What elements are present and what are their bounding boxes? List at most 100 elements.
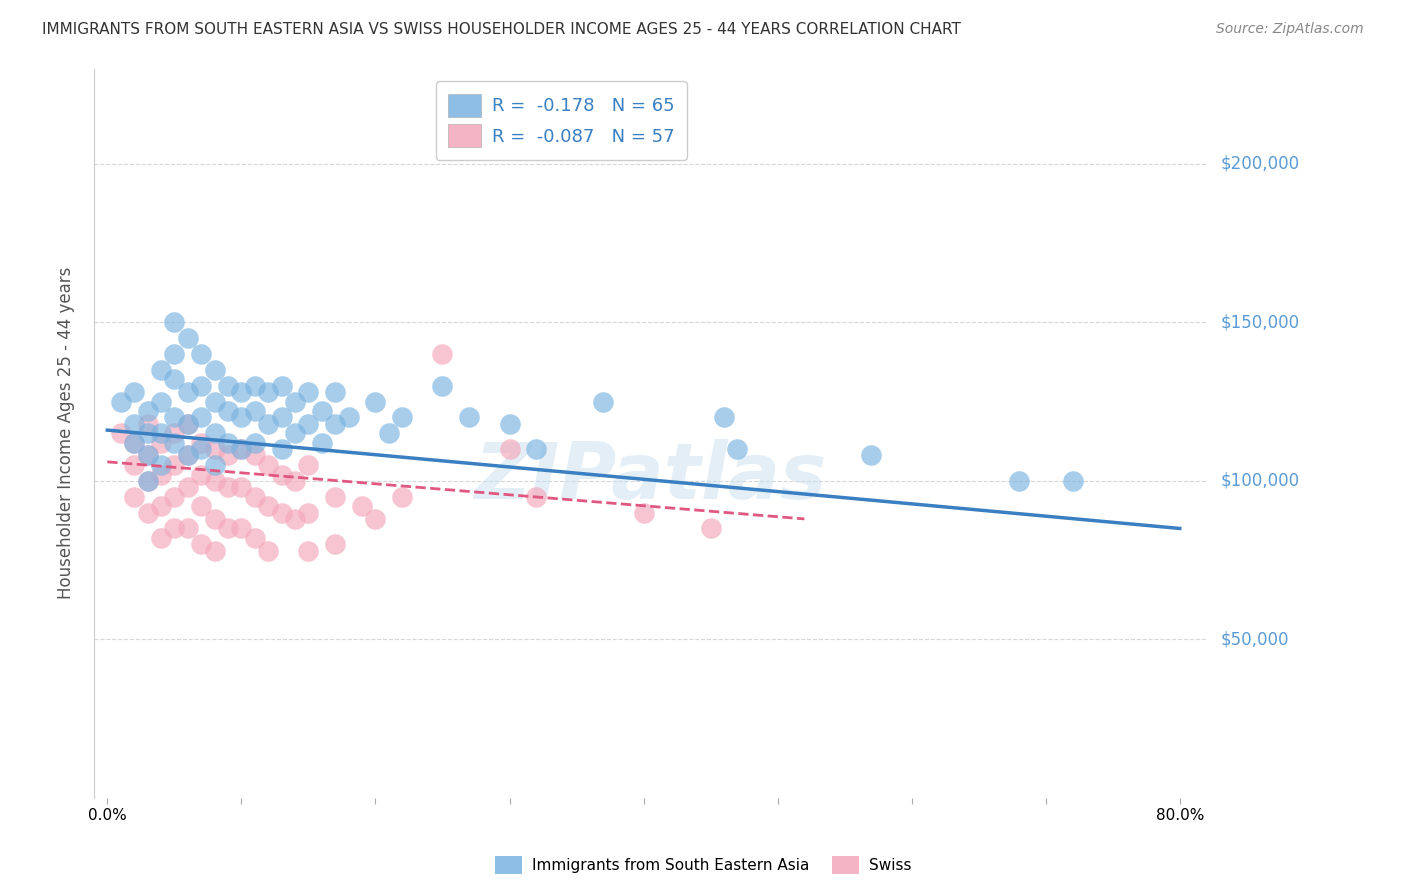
Point: [243, 531, 266, 545]
Point: [204, 363, 226, 377]
Text: ZIPatlas: ZIPatlas: [474, 439, 827, 515]
Point: [1008, 474, 1031, 488]
Point: [243, 490, 266, 504]
Text: IMMIGRANTS FROM SOUTH EASTERN ASIA VS SWISS HOUSEHOLDER INCOME AGES 25 - 44 YEAR: IMMIGRANTS FROM SOUTH EASTERN ASIA VS SW…: [42, 22, 962, 37]
Point: [284, 474, 307, 488]
Point: [149, 531, 172, 545]
Point: [149, 467, 172, 482]
Y-axis label: Householder Income Ages 25 - 44 years: Householder Income Ages 25 - 44 years: [58, 267, 75, 599]
Point: [270, 378, 292, 392]
Point: [243, 449, 266, 463]
Point: [204, 442, 226, 457]
Point: [323, 490, 346, 504]
Point: [163, 347, 186, 361]
Point: [350, 500, 373, 514]
Point: [323, 537, 346, 551]
Point: [337, 410, 360, 425]
Point: [190, 500, 212, 514]
Point: [110, 426, 132, 441]
Point: [311, 404, 333, 418]
Point: [311, 435, 333, 450]
Point: [498, 417, 520, 431]
Point: [270, 467, 292, 482]
Point: [231, 410, 253, 425]
Point: [257, 385, 280, 400]
Point: [177, 331, 200, 345]
Point: [860, 449, 883, 463]
Point: [297, 543, 319, 558]
Point: [270, 506, 292, 520]
Point: [243, 435, 266, 450]
Point: [190, 537, 212, 551]
Point: [257, 543, 280, 558]
Text: $150,000: $150,000: [1220, 313, 1299, 331]
Point: [190, 435, 212, 450]
Text: $200,000: $200,000: [1220, 154, 1299, 173]
Point: [217, 480, 239, 494]
Point: [190, 467, 212, 482]
Point: [231, 442, 253, 457]
Point: [391, 410, 413, 425]
Point: [177, 480, 200, 494]
Point: [270, 410, 292, 425]
Point: [725, 442, 748, 457]
Point: [149, 394, 172, 409]
Point: [177, 521, 200, 535]
Point: [713, 410, 735, 425]
Point: [231, 521, 253, 535]
Point: [149, 500, 172, 514]
Text: Source: ZipAtlas.com: Source: ZipAtlas.com: [1216, 22, 1364, 37]
Point: [270, 442, 292, 457]
Point: [163, 426, 186, 441]
Point: [122, 458, 145, 472]
Point: [122, 417, 145, 431]
Point: [204, 394, 226, 409]
Point: [163, 490, 186, 504]
Point: [243, 404, 266, 418]
Point: [217, 404, 239, 418]
Point: [204, 474, 226, 488]
Point: [284, 512, 307, 526]
Point: [177, 449, 200, 463]
Point: [163, 458, 186, 472]
Point: [190, 442, 212, 457]
Point: [149, 458, 172, 472]
Text: $100,000: $100,000: [1220, 472, 1299, 490]
Point: [217, 449, 239, 463]
Point: [391, 490, 413, 504]
Point: [110, 394, 132, 409]
Point: [243, 378, 266, 392]
Point: [177, 385, 200, 400]
Point: [149, 435, 172, 450]
Point: [297, 385, 319, 400]
Point: [217, 521, 239, 535]
Point: [149, 363, 172, 377]
Point: [136, 404, 159, 418]
Point: [231, 385, 253, 400]
Point: [524, 490, 547, 504]
Point: [458, 410, 481, 425]
Point: [163, 435, 186, 450]
Point: [592, 394, 614, 409]
Point: [163, 315, 186, 329]
Point: [257, 500, 280, 514]
Point: [204, 543, 226, 558]
Point: [297, 506, 319, 520]
Point: [297, 458, 319, 472]
Point: [204, 512, 226, 526]
Point: [136, 449, 159, 463]
Point: [364, 512, 387, 526]
Legend: Immigrants from South Eastern Asia, Swiss: Immigrants from South Eastern Asia, Swis…: [489, 850, 917, 880]
Legend: R =  -0.178   N = 65, R =  -0.087   N = 57: R = -0.178 N = 65, R = -0.087 N = 57: [436, 81, 688, 160]
Point: [204, 426, 226, 441]
Point: [323, 385, 346, 400]
Point: [231, 480, 253, 494]
Point: [257, 458, 280, 472]
Point: [190, 410, 212, 425]
Point: [136, 474, 159, 488]
Point: [432, 378, 454, 392]
Point: [498, 442, 520, 457]
Point: [284, 394, 307, 409]
Point: [190, 378, 212, 392]
Point: [633, 506, 655, 520]
